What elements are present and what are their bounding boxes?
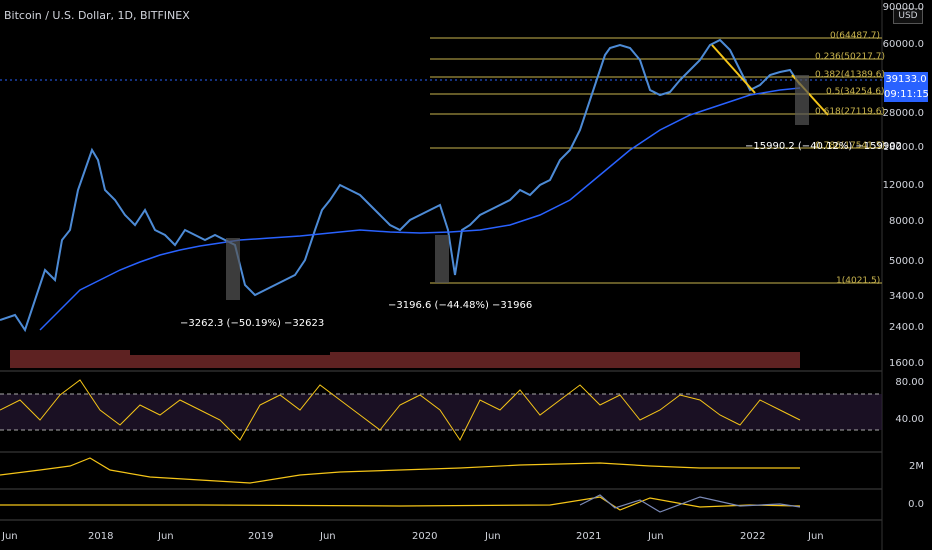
y-tick: 1600.0 bbox=[889, 358, 924, 369]
y-tick: 2400.0 bbox=[889, 322, 924, 333]
y-tick: 60000.0 bbox=[882, 39, 924, 50]
drawdown-label-2018: −3262.3 (−50.19%) −32623 bbox=[180, 318, 325, 329]
x-tick: Jun bbox=[2, 531, 18, 542]
fib-label: 0.5(34254.6) bbox=[826, 87, 885, 97]
oscillator-line bbox=[0, 496, 801, 511]
drawdown-label-2022: −15990.2 (−40.12%) −159902 bbox=[745, 141, 902, 152]
moving-average-line bbox=[39, 87, 801, 331]
x-tick: 2020 bbox=[412, 531, 438, 542]
rsi-line bbox=[0, 379, 801, 441]
volume-indicator-line bbox=[0, 457, 800, 484]
x-tick: Jun bbox=[648, 531, 664, 542]
currency-button[interactable]: USD bbox=[893, 8, 923, 24]
fib-label: 0(64487.7) bbox=[830, 31, 880, 41]
drawdown-box-2022[interactable] bbox=[795, 75, 809, 125]
y-tick: 5000.0 bbox=[889, 256, 924, 267]
x-tick: 2018 bbox=[88, 531, 114, 542]
fib-label: 1(4021.5) bbox=[836, 276, 881, 286]
x-tick: 2022 bbox=[740, 531, 766, 542]
y-tick: 8000.0 bbox=[889, 216, 924, 227]
oscillator-tick: 0.0 bbox=[908, 499, 924, 510]
x-tick: Jun bbox=[485, 531, 501, 542]
fib-label: 0.382(41389.6) bbox=[815, 70, 886, 80]
fib-label: 0.618(27119.6) bbox=[815, 107, 886, 117]
x-tick: Jun bbox=[158, 531, 174, 542]
y-tick: 12000.0 bbox=[882, 180, 924, 191]
y-tick: 18000.0 bbox=[882, 142, 924, 153]
drawdown-box-2020[interactable] bbox=[435, 235, 449, 283]
symbol-title: Bitcoin / U.S. Dollar, 1D, BITFINEX bbox=[4, 9, 190, 22]
drawdown-label-2020: −3196.6 (−44.48%) −31966 bbox=[388, 300, 533, 311]
volume-histogram bbox=[10, 350, 800, 368]
current-price-tag: 39133.0 09:11:15 bbox=[884, 72, 929, 102]
fib-label: 0.236(50217.7) bbox=[815, 52, 886, 62]
volume-tick: 2M bbox=[909, 461, 924, 472]
x-tick: Jun bbox=[320, 531, 336, 542]
x-tick: Jun bbox=[808, 531, 824, 542]
x-tick: 2019 bbox=[248, 531, 274, 542]
fib-label: 0.786(17541.5) bbox=[815, 141, 886, 151]
candle-countdown: 09:11:15 bbox=[884, 89, 929, 100]
y-tick: 90000.0 bbox=[882, 2, 924, 13]
rsi-tick: 80.00 bbox=[895, 377, 924, 388]
rsi-tick: 40.00 bbox=[895, 414, 924, 425]
y-tick: 28000.0 bbox=[882, 108, 924, 119]
y-tick: 3400.0 bbox=[889, 291, 924, 302]
x-tick: 2021 bbox=[576, 531, 602, 542]
price-candles bbox=[0, 38, 801, 333]
drawdown-box-2018[interactable] bbox=[226, 238, 240, 300]
current-price: 39133.0 bbox=[885, 74, 927, 85]
